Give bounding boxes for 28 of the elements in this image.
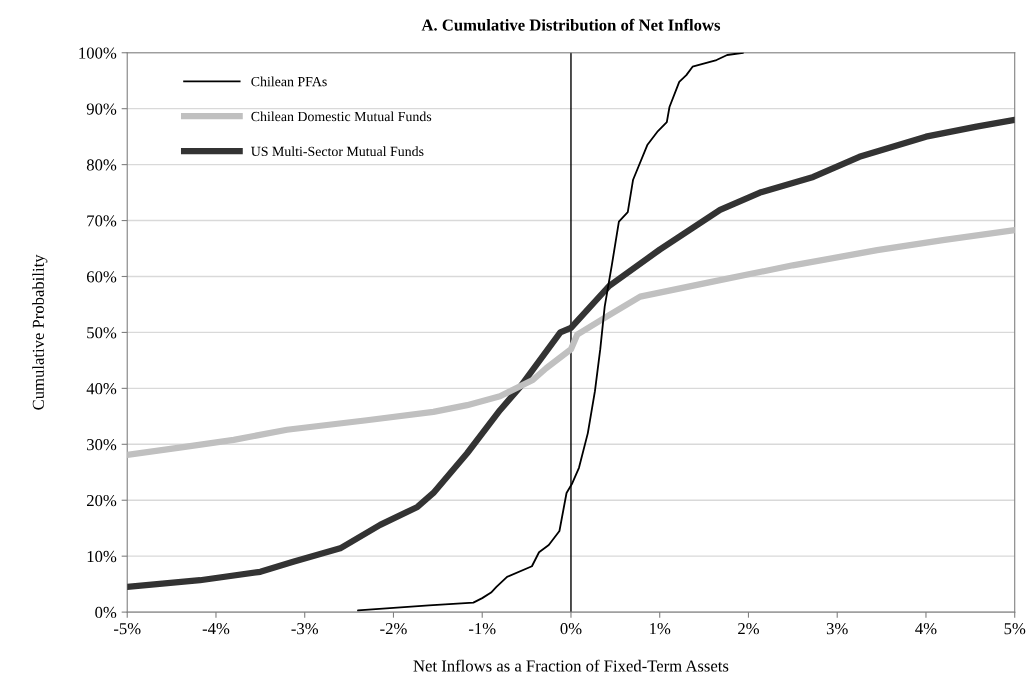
- x-tick-label: 3%: [826, 623, 848, 635]
- y-tick-label: 80%: [86, 159, 117, 171]
- x-axis-title: Net Inflows as a Fraction of Fixed-Term Assets: [413, 659, 729, 672]
- chart-title: A. Cumulative Distribution of Net Inflows: [421, 18, 721, 31]
- x-tick-label: 1%: [650, 623, 671, 635]
- x-tick-label: -3%: [291, 623, 319, 635]
- y-tick-label: 40%: [86, 383, 117, 395]
- x-tick-label: -4%: [202, 623, 230, 635]
- y-tick-label: 90%: [86, 103, 117, 115]
- x-tick-label: -1%: [468, 623, 496, 635]
- y-tick-label: 50%: [87, 327, 117, 339]
- legend-label: Chilean PFAs: [251, 76, 327, 87]
- x-tick-label: -2%: [380, 623, 407, 635]
- x-tick-label: 5%: [1004, 623, 1026, 635]
- y-tick-label: 60%: [86, 271, 117, 283]
- y-tick-label: 70%: [87, 215, 117, 227]
- x-tick-label: -5%: [113, 623, 141, 635]
- x-tick-label: 2%: [738, 623, 760, 635]
- y-tick-label: 30%: [87, 439, 117, 451]
- y-tick-label: 100%: [79, 47, 117, 59]
- x-tick-label: 4%: [915, 623, 937, 635]
- x-tick-label: 0%: [560, 623, 582, 635]
- legend-label: Chilean Domestic Mutual Funds: [251, 111, 432, 122]
- y-axis-title: Cumulative Probability: [32, 254, 48, 410]
- y-tick-label: 0%: [95, 606, 117, 619]
- y-tick-label: 10%: [87, 550, 117, 563]
- y-tick-label: 20%: [86, 494, 117, 507]
- legend-label: US Multi-Sector Mutual Funds: [251, 146, 424, 157]
